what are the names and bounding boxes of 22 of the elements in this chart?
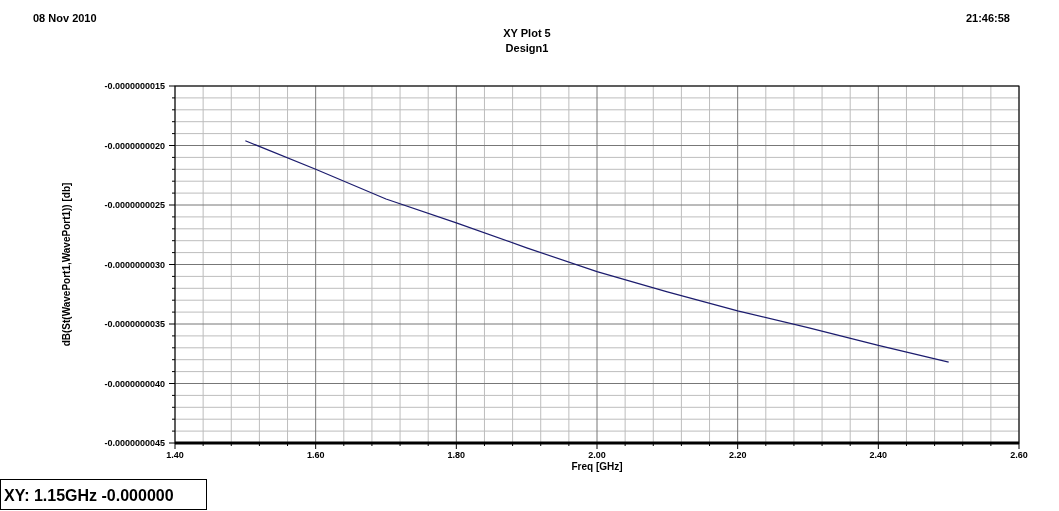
x-tick-label: 2.20 [728, 450, 747, 460]
x-tick-label: 1.60 [306, 450, 325, 460]
y-tick-label: -0.0000000040 [104, 378, 165, 389]
y-tick-label: -0.0000000045 [104, 438, 165, 449]
x-tick-label: 1.40 [166, 450, 184, 460]
x-axis-title: Freq [GHz] [571, 461, 623, 472]
line-series [244, 140, 950, 363]
y-axis-title: dB(St(WavePort1,WavePort1)) [db] [61, 182, 72, 347]
text: XY: 1.15GHz -0.000000 [4, 487, 174, 504]
x-tick-label: 2.60 [1010, 450, 1028, 460]
x-tick-label: 2.00 [588, 450, 606, 460]
y-tick-label: -0.0000000030 [104, 259, 165, 270]
x-tick-label: 1.80 [447, 450, 466, 460]
text: 08 Nov 2010 [33, 12, 97, 24]
y-tick-label: -0.0000000035 [104, 319, 165, 330]
y-tick-label: -0.0000000020 [104, 140, 165, 151]
text: 21:46:58 [965, 12, 1010, 24]
chart-title: XY Plot 5 [503, 27, 551, 39]
y-tick-label: -0.0000000015 [104, 81, 165, 92]
y-tick-label: -0.0000000025 [104, 200, 165, 211]
chart-subtitle: Design1 [505, 42, 549, 54]
x-tick-label: 2.40 [869, 450, 888, 460]
